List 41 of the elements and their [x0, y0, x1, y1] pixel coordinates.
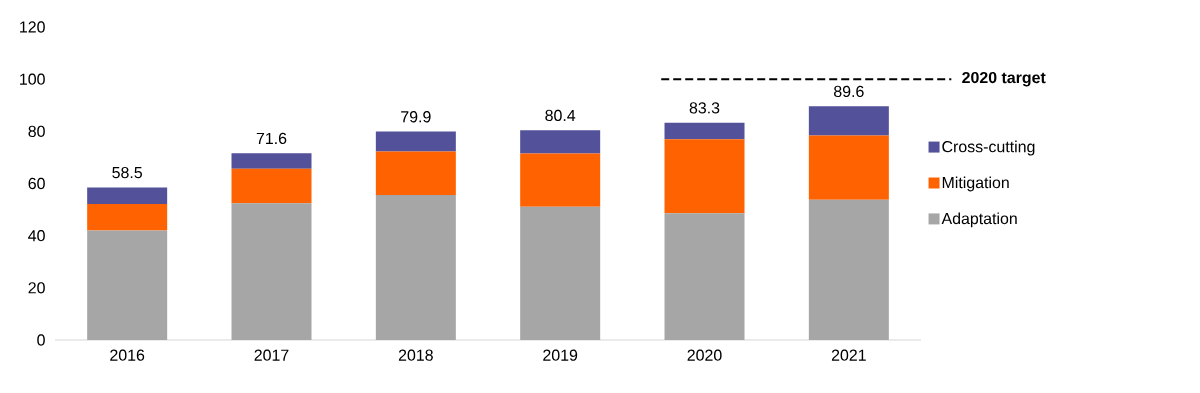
- x-tick-label: 2021: [831, 349, 866, 361]
- bar: [87, 204, 168, 231]
- bar: [87, 187, 168, 205]
- total-label: 58.5: [112, 166, 142, 179]
- y-tick-label: 80: [28, 125, 45, 137]
- bar: [808, 199, 889, 340]
- y-tick-label: 120: [20, 21, 45, 33]
- bar: [231, 203, 312, 340]
- y-tick-label: 60: [28, 177, 45, 190]
- bar: [664, 122, 745, 140]
- y-tick-label: 20: [28, 282, 45, 294]
- y-tick-label: 0: [37, 334, 45, 346]
- total-label: 80.4: [545, 109, 576, 122]
- bar: [520, 153, 601, 207]
- bar: [808, 106, 889, 136]
- legend-label: Mitigation: [942, 176, 1009, 192]
- bar: [231, 153, 312, 169]
- bar: [664, 213, 745, 340]
- total-label: 79.9: [401, 111, 431, 123]
- bar: [664, 139, 745, 214]
- x-tick-label: 2019: [543, 349, 578, 361]
- x-tick-label: 2017: [254, 349, 289, 361]
- legend-label: Cross-cutting: [942, 140, 1035, 156]
- x-tick-label: 2020: [687, 349, 722, 361]
- bar: [808, 135, 889, 200]
- total-label: 83.3: [689, 102, 720, 114]
- legend-label: Adaptation: [941, 212, 1017, 228]
- x-tick-label: 2016: [110, 349, 145, 361]
- bar: [375, 151, 456, 195]
- total-label: 89.6: [834, 85, 864, 98]
- x-tick-label: 2018: [398, 349, 433, 361]
- bar: [520, 130, 601, 154]
- total-label: 71.6: [256, 132, 287, 145]
- y-tick-label: 40: [28, 230, 45, 242]
- bar: [375, 194, 456, 340]
- y-tick-label: 100: [20, 73, 45, 85]
- ref-line-label: 2020 target: [962, 71, 1046, 87]
- bar: [231, 168, 312, 204]
- bar: [87, 230, 168, 340]
- bar: [375, 131, 456, 152]
- bar: [520, 206, 601, 340]
